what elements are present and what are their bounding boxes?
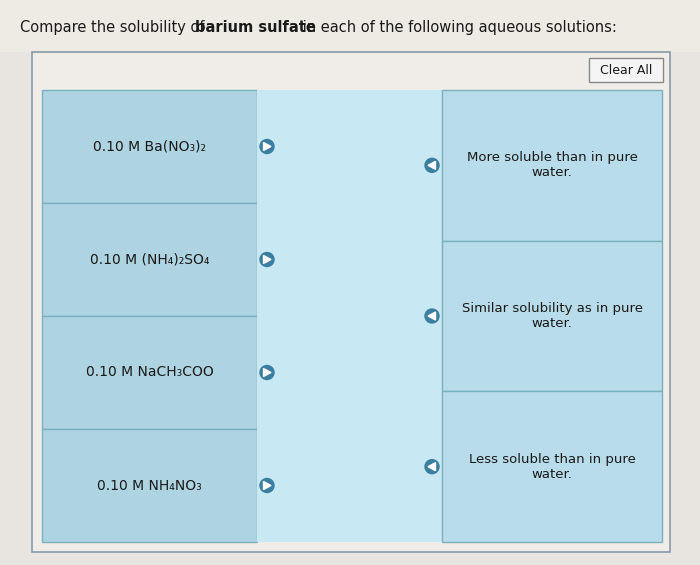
Text: Less soluble than in pure
water.: Less soluble than in pure water. [468,453,636,481]
FancyBboxPatch shape [0,0,700,52]
Circle shape [425,460,439,473]
FancyBboxPatch shape [42,316,257,429]
Circle shape [425,158,439,172]
FancyBboxPatch shape [32,52,670,552]
FancyBboxPatch shape [442,241,662,392]
Polygon shape [263,481,271,489]
Text: 0.10 M (NH₄)₂SO₄: 0.10 M (NH₄)₂SO₄ [90,253,209,267]
Text: in each of the following aqueous solutions:: in each of the following aqueous solutio… [298,20,617,35]
Polygon shape [428,463,435,471]
FancyBboxPatch shape [442,90,662,241]
Circle shape [425,309,439,323]
Polygon shape [263,368,271,376]
Text: 0.10 M Ba(NO₃)₂: 0.10 M Ba(NO₃)₂ [93,140,206,154]
FancyBboxPatch shape [42,203,257,316]
Text: 0.10 M NH₄NO₃: 0.10 M NH₄NO₃ [97,479,202,493]
FancyBboxPatch shape [42,429,257,542]
Text: More soluble than in pure
water.: More soluble than in pure water. [467,151,638,179]
Polygon shape [428,312,435,320]
Text: Similar solubility as in pure
water.: Similar solubility as in pure water. [461,302,643,330]
Circle shape [260,253,274,267]
Text: 0.10 M NaCH₃COO: 0.10 M NaCH₃COO [85,366,214,380]
Text: barium sulfate: barium sulfate [195,20,316,35]
FancyBboxPatch shape [442,392,662,542]
FancyBboxPatch shape [589,58,663,82]
FancyBboxPatch shape [257,90,442,542]
Polygon shape [263,142,271,150]
Circle shape [260,479,274,493]
Text: Compare the solubility of: Compare the solubility of [20,20,209,35]
Text: Clear All: Clear All [600,63,652,76]
Polygon shape [428,162,435,169]
FancyBboxPatch shape [42,90,257,203]
Circle shape [260,366,274,380]
Circle shape [260,140,274,154]
Polygon shape [263,255,271,263]
